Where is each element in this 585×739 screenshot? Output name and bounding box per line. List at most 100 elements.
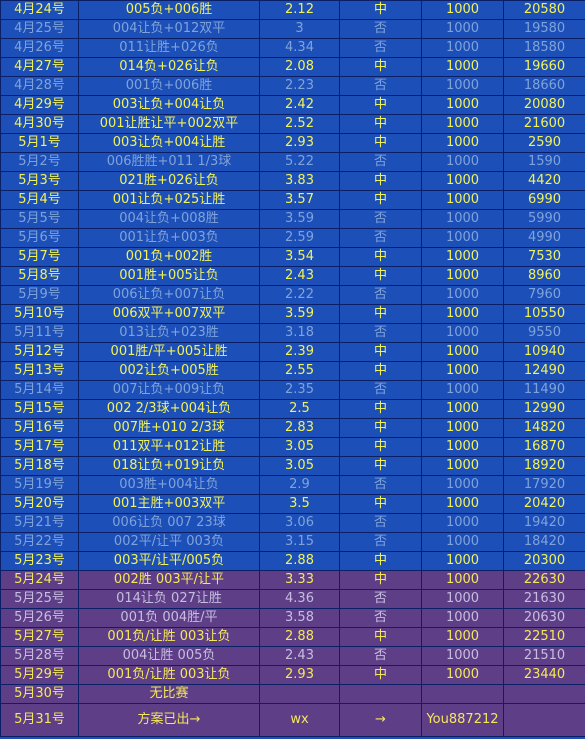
date-cell: 5月11号: [0, 323, 79, 343]
stake-cell: 1000: [421, 190, 504, 210]
odds-cell: 3.54: [259, 247, 340, 267]
result-cell: 否: [339, 646, 422, 666]
date-cell: 4月29号: [0, 95, 79, 115]
result-cell: 否: [339, 285, 422, 305]
table-row: 5月20号 001主胜+003双平 3.5 中 1000 20420: [0, 494, 585, 514]
plan-cell: 006胜胜+011 1/3球: [78, 152, 260, 172]
total-cell: 9550: [503, 323, 585, 343]
table-row: 5月2号 006胜胜+011 1/3球 5.22 否 1000 1590: [0, 152, 585, 172]
stake-cell: 1000: [421, 266, 504, 286]
stake-cell: 1000: [421, 57, 504, 77]
stake-cell: 1000: [421, 494, 504, 514]
total-cell: 10550: [503, 304, 585, 324]
date-cell: 5月3号: [0, 171, 79, 191]
stake-cell: 1000: [421, 171, 504, 191]
plan-cell: 006让负 007 23球: [78, 513, 260, 533]
plan-cell: 001负 004胜/平: [78, 608, 260, 628]
odds-cell: 5.22: [259, 152, 340, 172]
table-row: 5月11号 013让负+023胜 3.18 否 1000 9550: [0, 323, 585, 343]
odds-cell: 2.93: [259, 665, 340, 685]
total-cell: 12990: [503, 399, 585, 419]
odds-cell: 3.59: [259, 304, 340, 324]
stake-cell: 1000: [421, 95, 504, 115]
total-cell: 16870: [503, 437, 585, 457]
result-cell: 中: [339, 266, 422, 286]
date-cell: 5月6号: [0, 228, 79, 248]
total-cell: 6990: [503, 190, 585, 210]
date-cell: 4月30号: [0, 114, 79, 134]
odds-cell: 3.58: [259, 608, 340, 628]
stake-cell: 1000: [421, 475, 504, 495]
plan-cell: 001胜/平+005让胜: [78, 342, 260, 362]
result-cell: 中: [339, 399, 422, 419]
result-cell: 中: [339, 570, 422, 590]
plan-cell: 002平/让平 003负: [78, 532, 260, 552]
table-row: 4月25号 004让负+012双平 3 否 1000 19580: [0, 19, 585, 39]
plan-cell: 001负/让胜 003让负: [78, 665, 260, 685]
empty-cell: [503, 684, 585, 704]
table-row: 5月18号 018让负+019让负 3.05 中 1000 18920: [0, 456, 585, 476]
result-cell: 否: [339, 380, 422, 400]
plan-cell: 011双平+012让胜: [78, 437, 260, 457]
contact-id-cell: You887212: [421, 703, 504, 737]
odds-cell: 2.5: [259, 399, 340, 419]
odds-cell: 3.83: [259, 171, 340, 191]
date-cell: 5月1号: [0, 133, 79, 153]
date-cell: 5月15号: [0, 399, 79, 419]
table-row: 4月29号 003让负+004让负 2.42 中 1000 20080: [0, 95, 585, 115]
date-cell: 4月24号: [0, 0, 79, 20]
total-cell: 20300: [503, 551, 585, 571]
total-cell: 7960: [503, 285, 585, 305]
total-cell: 22630: [503, 570, 585, 590]
total-cell: 20580: [503, 0, 585, 20]
stake-cell: 1000: [421, 418, 504, 438]
result-cell: 否: [339, 475, 422, 495]
total-cell: 18920: [503, 456, 585, 476]
date-cell: 5月2号: [0, 152, 79, 172]
stake-cell: 1000: [421, 551, 504, 571]
odds-cell: 2.43: [259, 266, 340, 286]
no-match-row: 5月30号 无比赛: [0, 684, 585, 704]
plan-cell: 018让负+019让负: [78, 456, 260, 476]
result-cell: 否: [339, 532, 422, 552]
stake-cell: 1000: [421, 114, 504, 134]
total-cell: 4990: [503, 228, 585, 248]
final-row: 5月31号 方案已出→ wx → You887212: [0, 703, 585, 737]
plan-cell: 003胜+004让负: [78, 475, 260, 495]
total-cell: 17920: [503, 475, 585, 495]
odds-cell: 2.88: [259, 627, 340, 647]
result-cell: 否: [339, 38, 422, 58]
plan-cell: 003平/让平/005负: [78, 551, 260, 571]
plan-cell: 001让负+003负: [78, 228, 260, 248]
odds-cell: 2.23: [259, 76, 340, 96]
stake-cell: 1000: [421, 285, 504, 305]
date-cell: 5月18号: [0, 456, 79, 476]
table-row: 4月26号 011让胜+026负 4.34 否 1000 18580: [0, 38, 585, 58]
stake-cell: 1000: [421, 228, 504, 248]
table-row: 4月27号 014负+026让负 2.08 中 1000 19660: [0, 57, 585, 77]
plan-cell: 001主胜+003双平: [78, 494, 260, 514]
plan-cell: 001让负+025让胜: [78, 190, 260, 210]
stake-cell: 1000: [421, 76, 504, 96]
plan-cell: 004让负+008胜: [78, 209, 260, 229]
table-row: 5月9号 006让负+007让负 2.22 否 1000 7960: [0, 285, 585, 305]
table-row: 5月14号 007让负+009让负 2.35 否 1000 11490: [0, 380, 585, 400]
stake-cell: 1000: [421, 361, 504, 381]
date-cell: 4月25号: [0, 19, 79, 39]
date-cell: 5月23号: [0, 551, 79, 571]
table-row: 5月19号 003胜+004让负 2.9 否 1000 17920: [0, 475, 585, 495]
plan-cell: 021胜+026让负: [78, 171, 260, 191]
result-cell: 中: [339, 57, 422, 77]
empty-cell: [421, 684, 504, 704]
result-cell: 中: [339, 95, 422, 115]
result-cell: 中: [339, 190, 422, 210]
date-cell: 5月27号: [0, 627, 79, 647]
empty-cell: [259, 684, 340, 704]
odds-cell: 2.9: [259, 475, 340, 495]
total-cell: 18660: [503, 76, 585, 96]
odds-cell: 2.22: [259, 285, 340, 305]
date-cell: 4月28号: [0, 76, 79, 96]
plan-cell: 001让胜让平+002双平: [78, 114, 260, 134]
date-cell: 5月7号: [0, 247, 79, 267]
table-row: 5月27号 001负/让胜 003让负 2.88 中 1000 22510: [0, 627, 585, 647]
